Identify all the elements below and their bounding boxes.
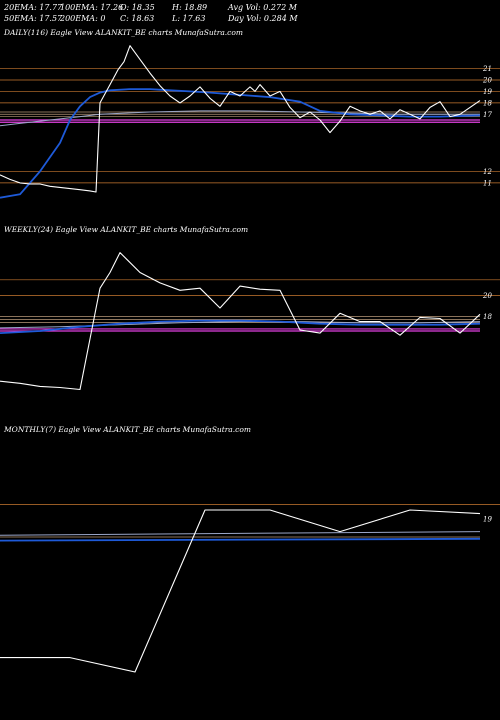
weekly-price-series [0, 252, 481, 391]
header-high: H: 18.89 [172, 3, 208, 12]
weekly-y-tick-label: 20 [482, 292, 492, 300]
header-close: C: 18.63 [120, 14, 155, 23]
header-100ema: 100EMA: 17.26 [60, 3, 124, 12]
daily-ema_light-series [0, 110, 480, 127]
monthly-ema_light-series [0, 531, 481, 536]
weekly-chart-title: WEEKLY(24) Eagle View ALANKIT_BE charts … [4, 225, 249, 234]
weekly-ema-series [0, 319, 481, 334]
daily-y-tick-label: 20 [482, 77, 492, 85]
daily-ema-series [0, 88, 481, 199]
header-open: O: 18.35 [120, 3, 155, 12]
monthly-chart-title: MONTHLY(7) Eagle View ALANKIT_BE charts … [4, 425, 251, 434]
header-20ema: 20EMA: 17.77 [4, 3, 63, 12]
monthly-ema-series [0, 537, 481, 542]
daily-y-tick-label: 19 [483, 88, 492, 96]
header-day-vol: Day Vol: 0.284 M [228, 14, 298, 23]
header-avg-vol: Avg Vol: 0.272 M [228, 3, 297, 12]
monthly-y-tick-label: 19 [483, 516, 492, 524]
daily-price-series [0, 45, 481, 193]
header-200ema: 200EMA: 0 [60, 14, 106, 23]
daily-y-tick-label: 17 [483, 111, 492, 119]
daily-y-tick-label: 21 [482, 65, 492, 73]
daily-y-tick-label: 11 [483, 179, 492, 187]
weekly-y-tick-label: 18 [483, 313, 492, 321]
header-low: L: 17.63 [172, 14, 206, 23]
daily-y-tick-label: 18 [483, 99, 492, 107]
monthly-price-series [0, 509, 481, 673]
daily-y-tick-label: 12 [483, 168, 492, 176]
daily-chart-title: DAILY(116) Eagle View ALANKIT_BE charts … [4, 28, 243, 37]
header-50ema: 50EMA: 17.57 [4, 14, 63, 23]
